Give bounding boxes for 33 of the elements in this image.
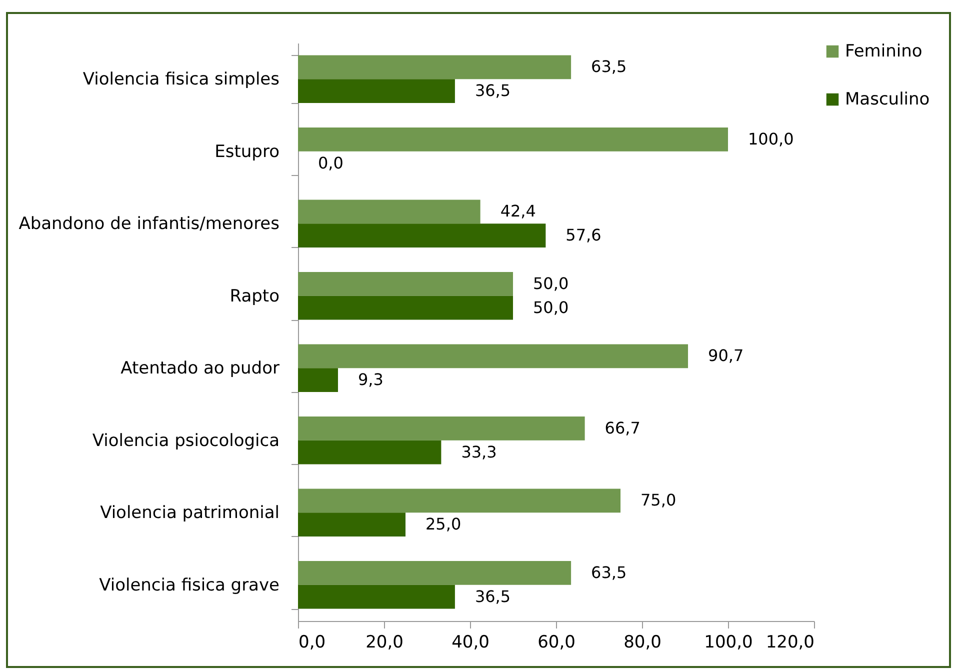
y-tick-label: Atentado ao pudor — [120, 358, 280, 379]
data-label: 57,6 — [566, 226, 602, 245]
data-label: 66,7 — [604, 418, 640, 438]
data-label: 63,5 — [591, 57, 627, 76]
x-tick-label: 60,0 — [538, 632, 576, 652]
y-tick-label: Violencia patrimonial — [100, 503, 280, 524]
data-label: 100,0 — [748, 129, 794, 148]
data-label: 33,3 — [461, 442, 497, 462]
data-label: 42,4 — [500, 202, 536, 221]
data-label: 75,0 — [640, 490, 676, 510]
y-tick-label: Rapto — [230, 286, 280, 306]
data-label: 0,0 — [318, 153, 344, 172]
data-label: 36,5 — [474, 81, 511, 100]
y-tick-label: Estupro — [214, 142, 280, 162]
y-tick-label: Violencia fisica simples — [82, 70, 280, 90]
data-label: 36,5 — [474, 586, 511, 606]
data-label: 50,0 — [533, 274, 569, 293]
legend-label: Masculino — [845, 90, 930, 110]
data-label: 50,0 — [533, 298, 569, 317]
x-tick-label: 80,0 — [624, 632, 662, 652]
data-label: 25,0 — [426, 514, 462, 534]
y-tick-label: Violencia psiocologica — [92, 430, 280, 451]
x-tick-label: 0,0 — [298, 632, 326, 652]
x-tick-label: 120,0 — [766, 632, 814, 652]
data-label: 90,7 — [708, 346, 744, 366]
x-tick-label: 100,0 — [704, 632, 753, 652]
data-label: 9,3 — [358, 370, 384, 390]
x-tick-label: 40,0 — [452, 632, 490, 652]
legend-label: Feminino — [845, 42, 922, 62]
data-label: 63,5 — [591, 562, 627, 582]
y-tick-label: Abandono de infantis/menores — [18, 214, 280, 234]
y-tick-label: Violencia fisica grave — [99, 575, 280, 596]
x-tick-label: 20,0 — [366, 632, 404, 652]
